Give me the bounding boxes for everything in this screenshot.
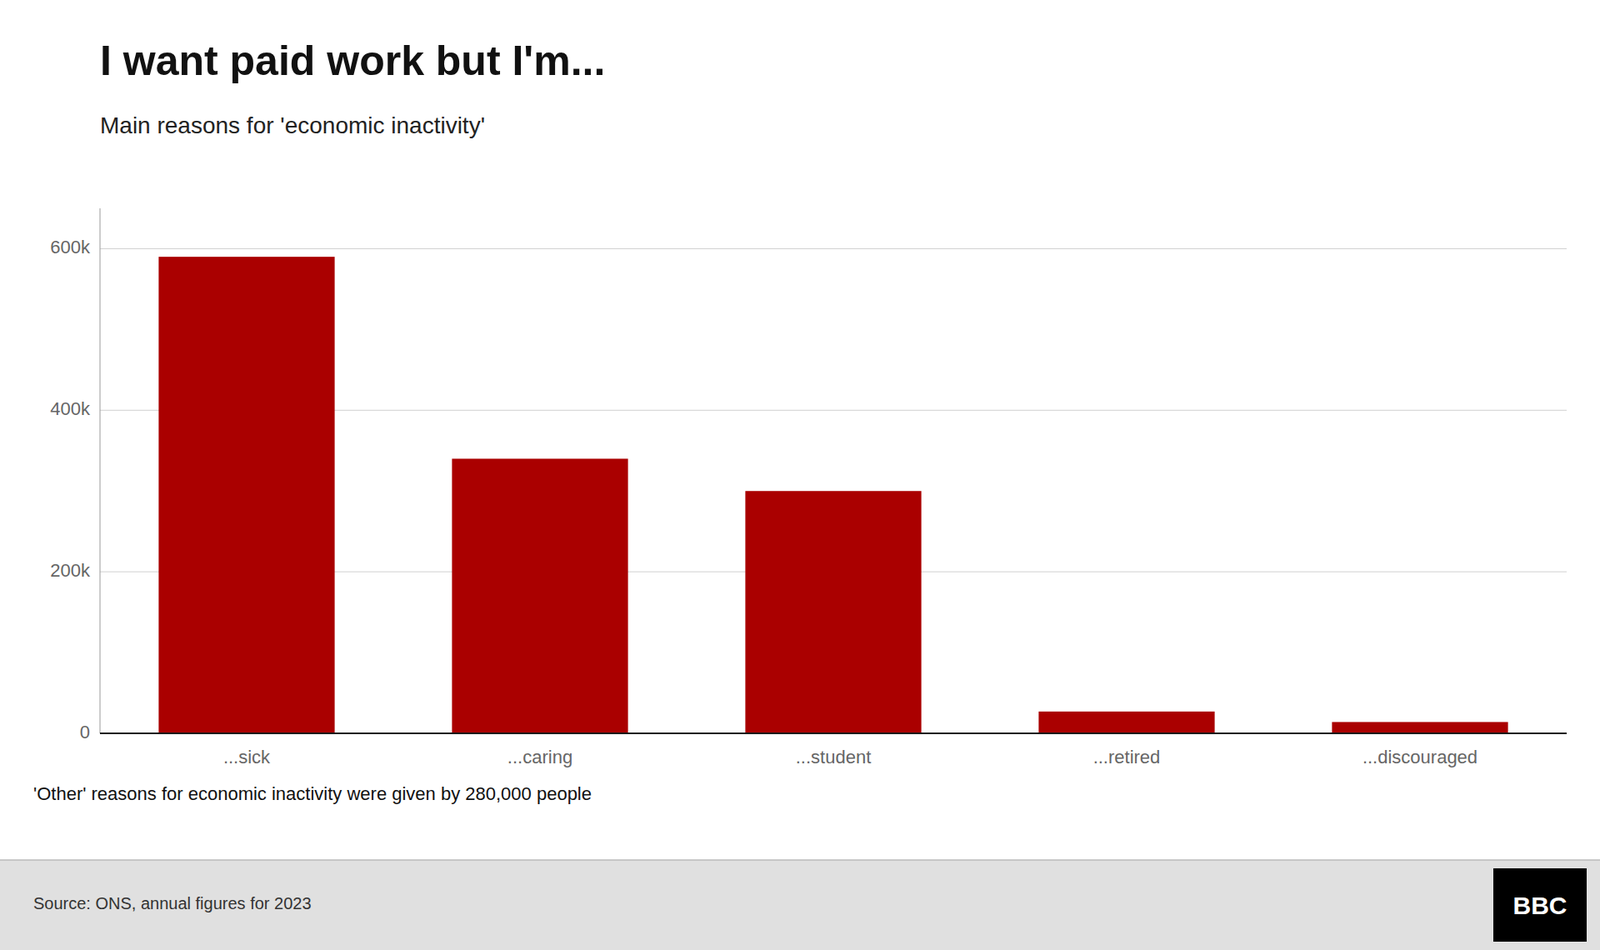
footnote: 'Other' reasons for economic inactivity … (33, 783, 592, 805)
x-axis: ...sick ...caring ...student ...retired ...d… (100, 733, 1567, 768)
x-tick-label: ...student (795, 746, 872, 768)
bars (158, 256, 1508, 734)
y-tick-label: 400k (50, 398, 91, 420)
bar (1038, 711, 1215, 734)
logo-box (1493, 868, 1587, 942)
bar (1331, 721, 1508, 734)
bar (745, 490, 921, 734)
x-tick-label: ...sick (223, 746, 271, 768)
background (0, 0, 1600, 950)
title: I want paid work but I'm... (100, 37, 605, 85)
footer-separator (0, 859, 1600, 861)
footer (0, 860, 1600, 950)
grid-line (100, 248, 1567, 250)
y-tick-label: 200k (50, 560, 91, 581)
y-tick-label: 600k (50, 236, 91, 258)
grid-line (100, 733, 1567, 735)
chart: I want paid work but I'm... Main reasons … (0, 0, 1600, 950)
logo: BBC (1513, 891, 1568, 920)
y-tick-label: 0 (80, 721, 90, 743)
y-axis-line (100, 208, 101, 734)
y-grid (100, 248, 1567, 734)
x-tick-label: ...discouraged (1362, 746, 1478, 768)
x-axis-line (100, 732, 1567, 735)
subtitle: Main reasons for 'economic inactivity' (100, 112, 485, 139)
bar (158, 256, 335, 734)
x-tick-label: ...retired (1093, 746, 1161, 768)
x-tick-label: ...caring (507, 746, 573, 768)
source: Source: ONS, annual figures for 2023 (33, 894, 312, 913)
bar (451, 458, 628, 734)
y-axis: 0 200k 400k 600k (50, 208, 100, 743)
